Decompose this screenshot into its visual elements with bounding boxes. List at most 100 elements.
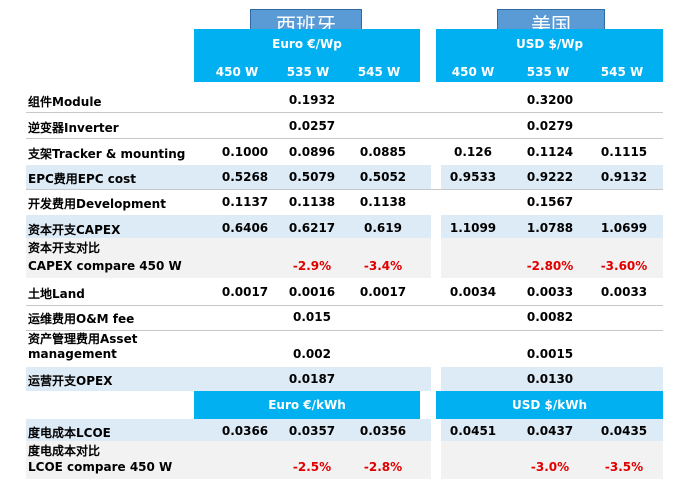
row-label: 组件Module xyxy=(28,95,102,109)
cell-spain-535: 0.0357 xyxy=(288,424,336,438)
cell-spain-535: -2.9% xyxy=(292,259,332,273)
cell-usa-535: -2.80% xyxy=(526,259,574,273)
cell-spain-545: 0.0356 xyxy=(359,424,407,438)
cell-usa-535: 0.0015 xyxy=(526,347,574,361)
row-label: 运营开支OPEX xyxy=(28,374,113,388)
cell-usa-450: 0.0451 xyxy=(449,424,497,438)
cell-spain-450: 0.1000 xyxy=(221,145,269,159)
cell-usa-535: 1.0788 xyxy=(526,221,574,235)
row-label: EPC费用EPC cost xyxy=(28,172,137,186)
cell-usa-535: 0.0279 xyxy=(526,119,574,133)
cell-spain-545: 0.0885 xyxy=(359,145,407,159)
cell-usa-450: 0.0034 xyxy=(449,285,497,299)
cell-usa-545: -3.5% xyxy=(604,460,644,474)
row-asset-management: 资产管理费用Asset management 0.002 0.0015 xyxy=(26,329,663,367)
row-label: 土地Land xyxy=(28,287,85,301)
row-label-cn: 资本开支对比 xyxy=(28,241,101,255)
row-inverter: 逆变器Inverter 0.0257 0.0279 xyxy=(26,116,663,138)
column-gap xyxy=(431,215,441,238)
cell-spain-545: 0.1138 xyxy=(359,195,407,209)
cell-spain-450: 0.6406 xyxy=(221,221,269,235)
row-label: 运维费用O&M fee xyxy=(28,312,135,326)
unit-usd-kwh: USD $/kWh xyxy=(511,398,588,412)
cell-usa-545: 1.0699 xyxy=(600,221,648,235)
header-spain-450: 450 W xyxy=(215,65,259,79)
cell-spain-535: 0.1138 xyxy=(288,195,336,209)
cell-usa-535: 0.3200 xyxy=(526,93,574,107)
cell-spain-535: 0.0016 xyxy=(288,285,336,299)
cell-spain-535: 0.0896 xyxy=(288,145,336,159)
cell-spain-545: -2.8% xyxy=(363,460,403,474)
cell-usa-545: 0.0435 xyxy=(600,424,648,438)
cell-usa-535: 0.1124 xyxy=(526,145,574,159)
cell-usa-535: 0.0082 xyxy=(526,310,574,324)
row-divider xyxy=(26,112,663,113)
column-gap xyxy=(431,367,441,391)
header-spain-535: 535 W xyxy=(286,65,330,79)
header-usa-535: 535 W xyxy=(526,65,570,79)
row-land: 土地Land 0.0017 0.0016 0.0017 0.0034 0.003… xyxy=(26,282,663,304)
column-gap xyxy=(431,165,441,189)
cell-usa-535: 0.9222 xyxy=(526,170,574,184)
cell-usa-450: 0.9533 xyxy=(449,170,497,184)
row-capex: 资本开支CAPEX 0.6406 0.6217 0.619 1.1099 1.0… xyxy=(26,215,663,238)
unit-usd-wp: USD $/Wp xyxy=(515,37,584,51)
unit-euro-kwh: Euro €/kWh xyxy=(268,398,346,412)
row-label: 支架Tracker & mounting xyxy=(28,147,186,161)
cell-spain-450: 0.0017 xyxy=(221,285,269,299)
cell-spain-535: 0.6217 xyxy=(288,221,336,235)
cell-spain-535: 0.1932 xyxy=(288,93,336,107)
cell-spain-545: 0.0017 xyxy=(359,285,407,299)
header-usa-450: 450 W xyxy=(451,65,495,79)
row-tracker: 支架Tracker & mounting 0.1000 0.0896 0.088… xyxy=(26,142,663,164)
row-label: 逆变器Inverter xyxy=(28,121,119,135)
header-spain-545: 545 W xyxy=(357,65,401,79)
cell-spain-450: 0.5268 xyxy=(221,170,269,184)
cell-spain-535: -2.5% xyxy=(292,460,332,474)
row-development: 开发费用Development 0.1137 0.1138 0.1138 0.1… xyxy=(26,192,663,214)
header-spain: Euro €/Wp 450 W 535 W 545 W xyxy=(194,29,420,82)
cell-spain-545: 0.5052 xyxy=(359,170,407,184)
column-gap xyxy=(431,238,441,278)
unit-euro-wp: Euro €/Wp xyxy=(272,37,342,51)
row-label-en: management xyxy=(28,347,117,361)
cell-spain-545: 0.619 xyxy=(364,221,402,235)
cell-usa-535: 0.0033 xyxy=(526,285,574,299)
cell-usa-535: -3.0% xyxy=(530,460,570,474)
header-usa-545: 545 W xyxy=(600,65,644,79)
row-label: 度电成本LCOE xyxy=(28,426,111,440)
row-lcoe-compare: 度电成本对比 LCOE compare 450 W -2.5% -2.8% -3… xyxy=(26,441,663,479)
row-label-cn: 度电成本对比 xyxy=(28,444,101,458)
cell-usa-535: 0.0130 xyxy=(526,372,574,386)
cell-usa-545: -3.60% xyxy=(600,259,648,273)
header-usa-kwh: USD $/kWh xyxy=(436,391,663,419)
row-divider xyxy=(26,189,663,190)
row-divider xyxy=(26,138,663,139)
row-label-en: LCOE compare 450 W xyxy=(28,460,173,474)
header-usa: USD $/Wp 450 W 535 W 545 W xyxy=(436,29,663,82)
cell-spain-535: 0.015 xyxy=(293,310,331,324)
row-lcoe: 度电成本LCOE 0.0366 0.0357 0.0356 0.0451 0.0… xyxy=(26,419,663,441)
cell-usa-545: 0.9132 xyxy=(600,170,648,184)
row-module: 组件Module 0.1932 0.3200 xyxy=(26,90,663,112)
cell-usa-545: 0.0033 xyxy=(600,285,648,299)
cell-usa-450: 0.126 xyxy=(454,145,492,159)
column-gap xyxy=(431,441,441,479)
cell-spain-450: 0.0366 xyxy=(221,424,269,438)
cell-spain-535: 0.5079 xyxy=(288,170,336,184)
cell-spain-535: 0.0257 xyxy=(288,119,336,133)
column-gap xyxy=(431,419,441,441)
cell-spain-545: -3.4% xyxy=(363,259,403,273)
cell-spain-535: 0.0187 xyxy=(288,372,336,386)
row-divider xyxy=(26,305,663,306)
cell-spain-450: 0.1137 xyxy=(221,195,269,209)
row-capex-compare: 资本开支对比 CAPEX compare 450 W -2.9% -3.4% -… xyxy=(26,238,663,278)
cell-usa-450: 1.1099 xyxy=(449,221,497,235)
row-label-en: CAPEX compare 450 W xyxy=(28,259,182,273)
cell-usa-535: 0.0437 xyxy=(526,424,574,438)
row-om: 运维费用O&M fee 0.015 0.0082 xyxy=(26,307,663,329)
cell-spain-535: 0.002 xyxy=(293,347,331,361)
row-label: 开发费用Development xyxy=(28,197,166,211)
row-label-cn: 资产管理费用Asset xyxy=(28,332,138,346)
row-epc: EPC费用EPC cost 0.5268 0.5079 0.5052 0.953… xyxy=(26,165,663,189)
